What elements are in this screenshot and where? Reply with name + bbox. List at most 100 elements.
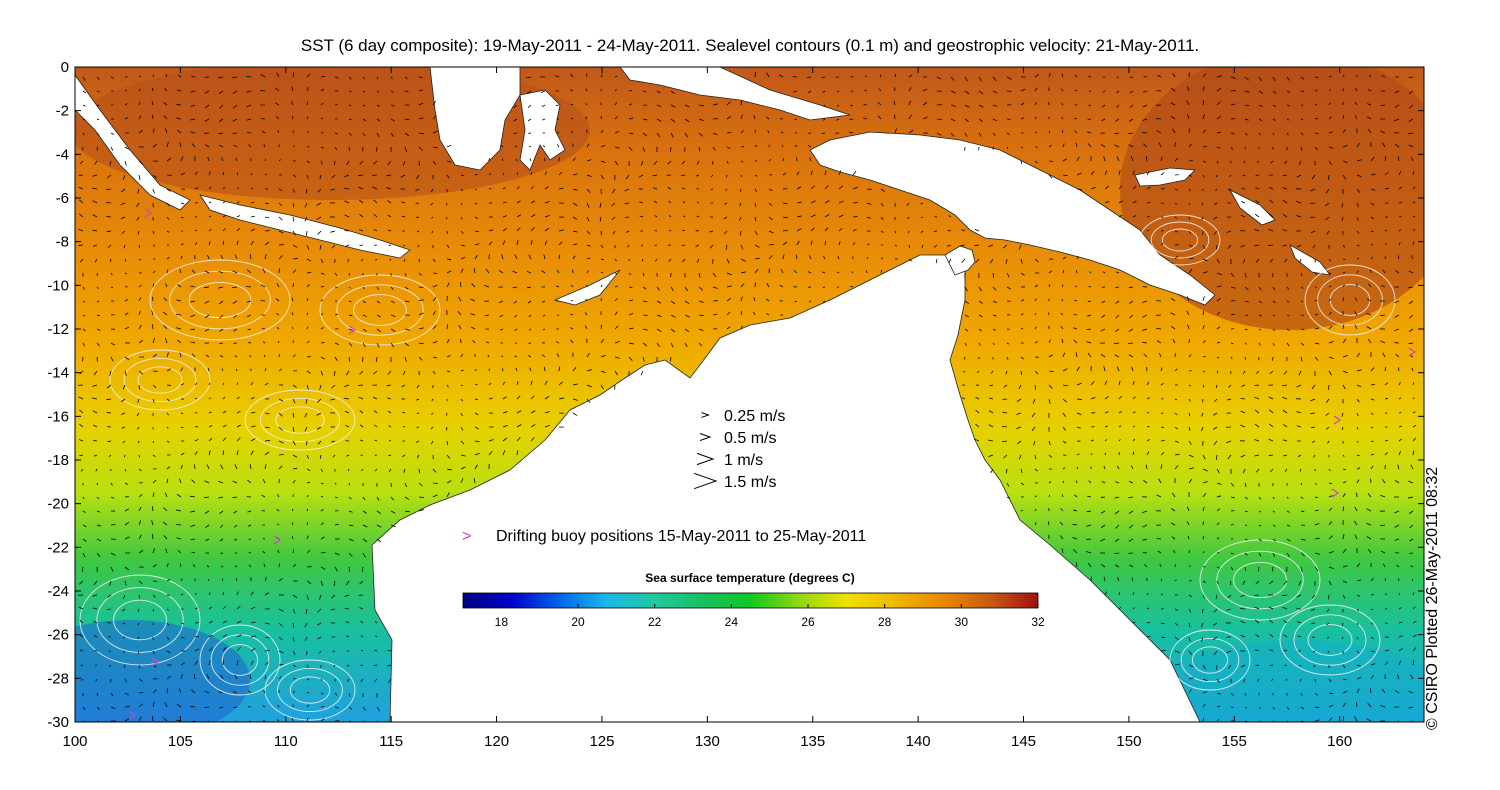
velocity-vector: [151, 310, 154, 316]
velocity-vector: [248, 524, 252, 527]
velocity-vector: [877, 102, 882, 106]
velocity-vector: [1088, 286, 1092, 288]
velocity-vector: [612, 230, 616, 235]
velocity-vector: [1214, 398, 1218, 403]
velocity-vector: [1356, 202, 1360, 208]
velocity-vector: [807, 271, 812, 274]
velocity-vector: [401, 215, 406, 218]
velocity-vector: [292, 269, 297, 274]
x-tick-label: 135: [800, 733, 825, 750]
velocity-vector: [1114, 342, 1120, 345]
velocity-vector: [79, 649, 84, 652]
velocity-vector: [1282, 174, 1288, 177]
velocity-vector: [138, 703, 143, 708]
velocity-vector: [346, 454, 350, 457]
velocity-vector: [1256, 160, 1260, 164]
velocity-vector: [1227, 244, 1232, 250]
velocity-vector: [348, 90, 352, 93]
velocity-vector: [1216, 537, 1220, 540]
velocity-vector: [1409, 104, 1414, 109]
velocity-vector: [263, 563, 266, 568]
velocity-vector: [513, 132, 518, 134]
velocity-vector: [474, 452, 480, 456]
velocity-vector: [1146, 425, 1150, 428]
velocity-vector: [376, 118, 381, 122]
velocity-vector: [320, 536, 325, 540]
velocity-vector: [1328, 678, 1332, 682]
velocity-vector: [1114, 564, 1120, 568]
velocity-vector: [1410, 565, 1414, 568]
velocity-vector: [1202, 258, 1208, 262]
velocity-vector: [208, 228, 212, 232]
velocity-vector: [850, 286, 854, 288]
velocity-vector: [614, 370, 619, 376]
velocity-vector: [138, 468, 142, 472]
velocity-vector: [1034, 468, 1039, 472]
velocity-vector: [1160, 464, 1163, 470]
velocity-vector: [1342, 580, 1348, 584]
velocity-vector: [1366, 298, 1372, 302]
velocity-vector: [684, 104, 690, 108]
velocity-vector: [1174, 465, 1179, 470]
velocity-vector: [1408, 300, 1414, 305]
velocity-vector: [726, 131, 732, 134]
velocity-vector: [79, 619, 84, 624]
velocity-vector: [403, 468, 406, 473]
velocity-vector: [1356, 622, 1359, 626]
velocity-vector: [1146, 381, 1150, 386]
velocity-vector: [555, 285, 560, 288]
velocity-vector: [484, 285, 490, 288]
velocity-vector: [96, 538, 102, 542]
velocity-vector: [152, 548, 155, 554]
velocity-vector: [1412, 450, 1415, 456]
velocity-vector: [1356, 412, 1359, 417]
velocity-vector: [194, 439, 199, 442]
velocity-vector: [485, 341, 490, 344]
velocity-vector: [176, 537, 182, 540]
velocity-vector: [1103, 466, 1106, 470]
velocity-vector: [1240, 398, 1246, 400]
velocity-vector: [992, 104, 998, 107]
velocity-vector: [163, 115, 168, 120]
velocity-vector: [418, 356, 423, 361]
velocity-vector: [1156, 130, 1162, 134]
velocity-vector: [1075, 270, 1078, 274]
velocity-vector: [1170, 325, 1176, 330]
velocity-vector: [1268, 213, 1274, 218]
velocity-vector: [232, 270, 238, 274]
velocity-vector: [1398, 647, 1403, 652]
velocity-vector: [1104, 396, 1109, 400]
velocity-vector: [1114, 496, 1120, 499]
velocity-vector: [1188, 354, 1192, 358]
velocity-vector: [639, 215, 644, 218]
velocity-vector: [348, 314, 353, 317]
velocity-vector: [124, 580, 127, 586]
velocity-vector: [1132, 438, 1136, 442]
velocity-vector: [1130, 156, 1134, 162]
velocity-vector: [1226, 650, 1232, 654]
velocity-vector: [264, 202, 269, 205]
velocity-vector: [1216, 508, 1221, 512]
velocity-vector: [1048, 494, 1051, 498]
velocity-vector: [1258, 132, 1261, 136]
velocity-vector: [782, 230, 789, 232]
y-tick-label: -4: [56, 146, 69, 163]
velocity-vector: [1342, 481, 1347, 484]
velocity-vector: [1174, 188, 1178, 191]
velocity-vector: [388, 440, 392, 442]
velocity-vector: [1157, 74, 1162, 78]
velocity-vector: [317, 398, 322, 403]
velocity-vector: [320, 258, 324, 263]
velocity-vector: [92, 410, 98, 414]
velocity-vector: [1143, 143, 1148, 148]
velocity-vector: [362, 524, 368, 528]
velocity-vector: [404, 496, 410, 500]
velocity-vector: [502, 158, 504, 162]
velocity-vector: [109, 580, 112, 586]
velocity-vector: [1116, 271, 1120, 274]
velocity-vector: [348, 706, 353, 711]
velocity-vector: [1073, 509, 1078, 512]
velocity-vector: [1073, 549, 1078, 554]
velocity-vector: [138, 716, 142, 722]
velocity-vector: [362, 76, 365, 80]
